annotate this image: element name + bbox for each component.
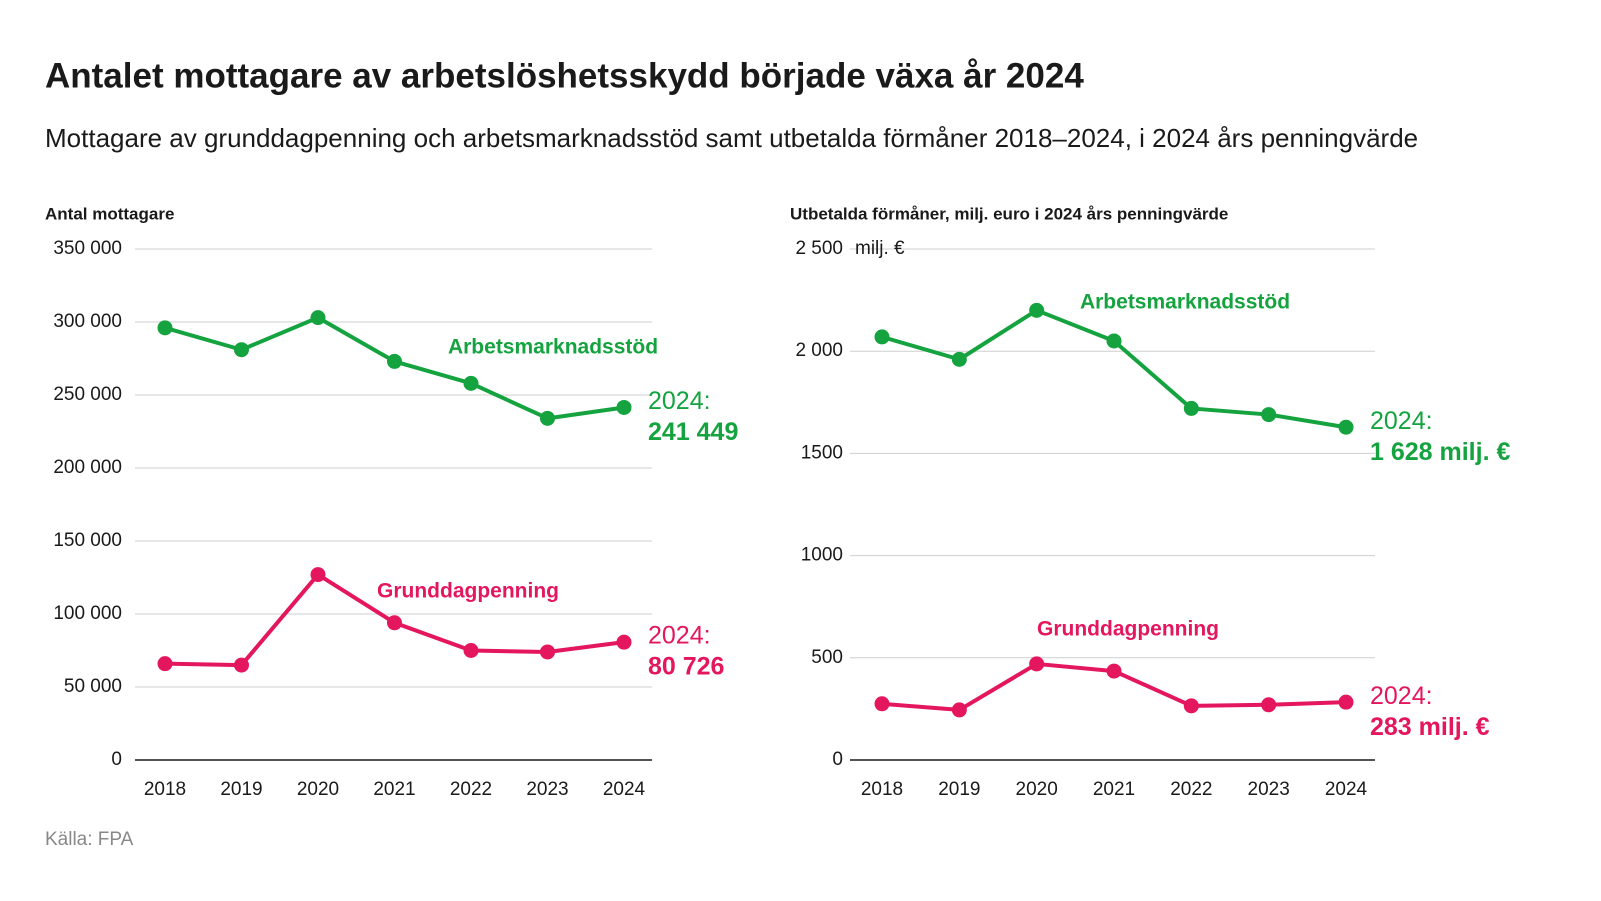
y-unit: milj. € (855, 238, 905, 259)
x-tick-label: 2020 (297, 779, 339, 800)
data-point (157, 320, 173, 336)
data-point (1261, 407, 1277, 423)
data-point (387, 615, 402, 631)
source: Källa: FPA (45, 829, 134, 850)
title: Antalet mottagare av arbetslöshetsskydd … (45, 56, 1084, 95)
data-point (1106, 333, 1122, 349)
x-tick-label: 2024 (603, 779, 646, 800)
y-tick-label: 0 (832, 749, 843, 770)
x-tick-label: 2019 (938, 779, 980, 800)
end-label-prefix: 2024: (1370, 682, 1433, 710)
x-tick-label: 2018 (861, 779, 903, 800)
axis-label: Utbetalda förmåner, milj. euro i 2024 år… (790, 204, 1228, 223)
data-point (157, 656, 173, 672)
y-tick-label: 500 (811, 647, 843, 668)
x-tick-label: 2021 (373, 779, 415, 800)
x-tick-label: 2024 (1325, 779, 1368, 800)
data-point (1261, 697, 1277, 713)
data-point (1106, 663, 1122, 679)
y-tick-label: 0 (111, 749, 122, 770)
y-tick-label: 2 000 (795, 340, 843, 361)
data-point (874, 696, 890, 712)
y-tick-label: 300 000 (53, 311, 122, 332)
x-tick-label: 2023 (1248, 779, 1290, 800)
x-tick-label: 2021 (1093, 779, 1135, 800)
series-label: Grunddagpenning (1037, 618, 1219, 641)
data-point (310, 310, 326, 326)
x-tick-label: 2022 (1170, 779, 1212, 800)
series-line (881, 308, 1347, 430)
y-tick-label: 150 000 (53, 530, 122, 551)
x-tick-label: 2019 (220, 779, 262, 800)
end-label-prefix: 2024: (648, 387, 711, 415)
y-tick-label: 100 000 (53, 603, 122, 624)
data-point (616, 634, 632, 650)
y-tick-label: 50 000 (64, 676, 122, 697)
value-label: 241 449 (648, 418, 738, 446)
data-point (1338, 694, 1354, 710)
data-point (874, 329, 890, 345)
series-label: Arbetsmarknadsstöd (1080, 291, 1290, 314)
series-label: Grunddagpenning (377, 580, 559, 603)
data-point (463, 643, 479, 658)
subtitle: Mottagare av grunddagpenning och arbetsm… (45, 123, 1418, 153)
x-tick-label: 2023 (526, 779, 568, 800)
y-tick-label: 200 000 (53, 457, 122, 478)
data-point (1338, 419, 1354, 435)
y-tick-label: 250 000 (53, 384, 122, 405)
value-label: 80 726 (648, 653, 724, 681)
x-tick-label: 2020 (1016, 779, 1058, 800)
axis-label: Antal mottagare (45, 204, 174, 223)
y-tick-label: 2 500 (795, 238, 843, 259)
data-point (234, 342, 249, 358)
data-point (234, 657, 249, 673)
end-label-prefix: 2024: (648, 622, 711, 650)
data-point (540, 644, 555, 660)
data-point (1029, 302, 1045, 318)
data-point (951, 351, 967, 367)
y-tick-label: 1000 (801, 545, 843, 566)
data-point (310, 567, 326, 583)
y-tick-label: 1500 (801, 442, 843, 463)
data-point (1029, 656, 1045, 672)
data-point (1183, 400, 1199, 416)
data-point (951, 702, 967, 718)
value-label: 1 628 milj. € (1370, 438, 1510, 466)
end-label-prefix: 2024: (1370, 407, 1433, 435)
data-point (463, 375, 479, 391)
data-point (540, 410, 555, 426)
data-point (616, 399, 632, 415)
data-point (387, 353, 402, 369)
y-tick-label: 350 000 (53, 238, 122, 259)
series-label: Arbetsmarknadsstöd (448, 336, 658, 359)
value-label: 283 milj. € (1370, 713, 1490, 741)
x-tick-label: 2022 (450, 779, 492, 800)
data-point (1183, 698, 1199, 714)
x-tick-label: 2018 (144, 779, 186, 800)
